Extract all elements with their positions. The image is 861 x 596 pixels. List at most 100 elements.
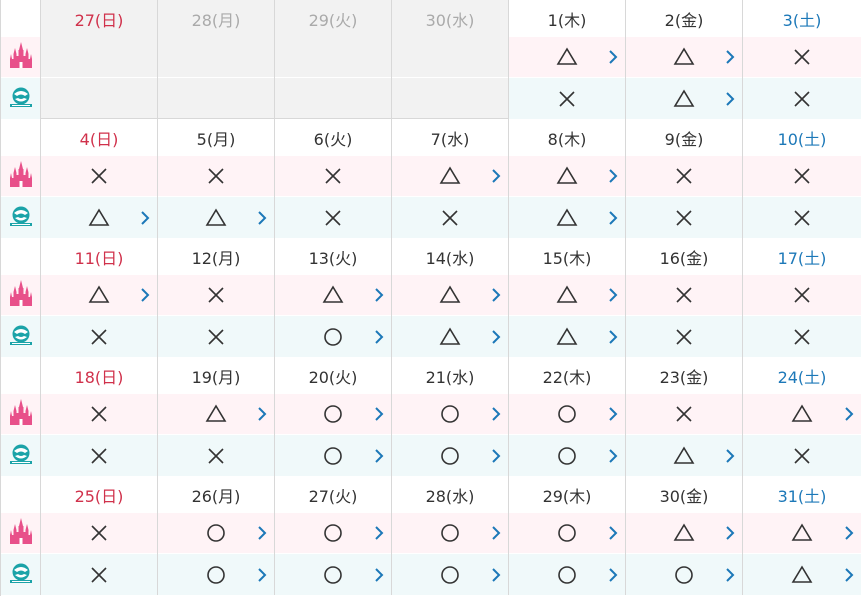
sea-availability: × [743, 316, 861, 357]
sea-availability[interactable]: ○ [158, 554, 274, 595]
land-row-label [1, 394, 40, 435]
chevron-right-icon[interactable] [725, 567, 735, 583]
chevron-right-icon[interactable] [725, 525, 735, 541]
chevron-right-icon[interactable] [725, 448, 735, 464]
land-availability[interactable]: △ [509, 37, 625, 78]
sea-availability: × [41, 316, 157, 357]
sea-availability[interactable]: △ [743, 554, 861, 595]
chevron-right-icon[interactable] [491, 525, 501, 541]
chevron-right-icon[interactable] [608, 329, 618, 345]
circle-icon [558, 405, 576, 423]
chevron-right-icon[interactable] [844, 567, 854, 583]
chevron-right-icon[interactable] [491, 168, 501, 184]
land-availability: × [41, 513, 157, 554]
chevron-right-icon[interactable] [374, 406, 384, 422]
sea-availability[interactable]: △ [509, 197, 625, 238]
land-availability[interactable]: △ [392, 275, 508, 316]
calendar-day: 28(水) ○○ [392, 476, 509, 595]
chevron-right-icon[interactable] [608, 448, 618, 464]
chevron-right-icon[interactable] [608, 406, 618, 422]
chevron-right-icon[interactable] [374, 329, 384, 345]
chevron-right-icon[interactable] [491, 448, 501, 464]
calendar-day: 26(月) ○○ [158, 476, 275, 595]
chevron-right-icon[interactable] [725, 91, 735, 107]
sea-availability[interactable]: ○ [275, 435, 391, 476]
land-availability[interactable]: △ [626, 37, 742, 78]
land-availability: × [158, 275, 274, 316]
chevron-right-icon[interactable] [608, 525, 618, 541]
sea-availability: × [743, 435, 861, 476]
sea-availability: × [626, 197, 742, 238]
chevron-right-icon[interactable] [257, 406, 267, 422]
sea-availability[interactable]: △ [392, 316, 508, 357]
land-availability[interactable]: △ [392, 156, 508, 197]
chevron-right-icon[interactable] [491, 287, 501, 303]
sea-availability[interactable]: △ [626, 435, 742, 476]
chevron-right-icon[interactable] [374, 525, 384, 541]
triangle-icon [791, 523, 813, 541]
land-availability[interactable]: ○ [275, 513, 391, 554]
land-availability[interactable]: △ [743, 394, 861, 435]
land-availability[interactable]: △ [743, 513, 861, 554]
sea-availability[interactable]: ○ [275, 316, 391, 357]
sea-row-label [1, 78, 40, 119]
sea-availability[interactable]: ○ [392, 435, 508, 476]
sea-availability[interactable]: △ [509, 316, 625, 357]
land-availability[interactable]: △ [509, 275, 625, 316]
chevron-right-icon[interactable] [608, 210, 618, 226]
sea-availability[interactable]: △ [158, 197, 274, 238]
land-availability[interactable]: △ [626, 513, 742, 554]
sea-availability[interactable]: △ [41, 197, 157, 238]
chevron-right-icon[interactable] [491, 406, 501, 422]
chevron-right-icon[interactable] [374, 448, 384, 464]
cross-icon [676, 406, 692, 422]
land-row-label [1, 37, 40, 78]
sea-row-label [1, 554, 40, 595]
chevron-right-icon[interactable] [491, 329, 501, 345]
sea-availability[interactable]: △ [626, 78, 742, 119]
land-availability[interactable]: ○ [392, 513, 508, 554]
cross-icon [559, 90, 575, 107]
sea-availability[interactable]: ○ [392, 554, 508, 595]
park-legend-column [1, 238, 41, 357]
chevron-right-icon[interactable] [608, 567, 618, 583]
land-availability[interactable]: ○ [509, 513, 625, 554]
land-row-label [1, 513, 40, 554]
globe-icon [9, 206, 32, 230]
chevron-right-icon[interactable] [140, 287, 150, 303]
land-availability[interactable]: ○ [158, 513, 274, 554]
chevron-right-icon[interactable] [844, 525, 854, 541]
day-date-label: 3(土) [782, 10, 822, 30]
legend-spacer [1, 357, 40, 394]
land-availability[interactable]: ○ [275, 394, 391, 435]
calendar-day: 24(土) △× [743, 357, 861, 476]
chevron-right-icon[interactable] [608, 49, 618, 65]
chevron-right-icon[interactable] [257, 210, 267, 226]
sea-availability[interactable]: ○ [509, 435, 625, 476]
chevron-right-icon[interactable] [257, 525, 267, 541]
land-availability[interactable]: △ [41, 275, 157, 316]
land-availability[interactable]: △ [158, 394, 274, 435]
land-availability[interactable]: ○ [509, 394, 625, 435]
chevron-right-icon[interactable] [257, 567, 267, 583]
globe-icon [9, 325, 32, 349]
sea-availability[interactable]: ○ [275, 554, 391, 595]
chevron-right-icon[interactable] [725, 49, 735, 65]
land-availability[interactable]: △ [509, 156, 625, 197]
chevron-right-icon[interactable] [374, 567, 384, 583]
chevron-right-icon[interactable] [491, 567, 501, 583]
chevron-right-icon[interactable] [844, 406, 854, 422]
day-date-label: 1(木) [547, 10, 587, 30]
land-availability[interactable]: △ [275, 275, 391, 316]
triangle-icon [88, 207, 110, 226]
chevron-right-icon[interactable] [608, 287, 618, 303]
land-availability[interactable]: ○ [392, 394, 508, 435]
sea-availability[interactable]: ○ [509, 554, 625, 595]
chevron-right-icon[interactable] [140, 210, 150, 226]
sea-availability[interactable]: ○ [626, 554, 742, 595]
chevron-right-icon[interactable] [374, 287, 384, 303]
triangle-icon [556, 326, 578, 345]
chevron-right-icon[interactable] [608, 168, 618, 184]
triangle-icon [556, 166, 578, 184]
cross-icon [91, 447, 107, 464]
